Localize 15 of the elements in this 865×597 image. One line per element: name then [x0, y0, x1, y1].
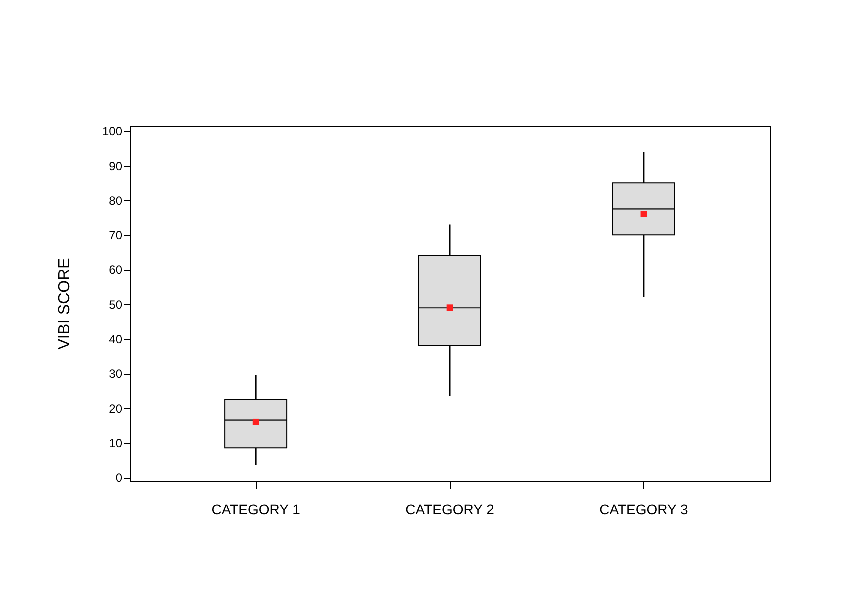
y-tick-label: 80 — [109, 194, 123, 208]
y-tick-label: 100 — [102, 124, 123, 139]
y-tick-label: 70 — [109, 228, 123, 243]
y-axis-title: VIBI SCORE — [56, 258, 74, 350]
y-tick-label: 60 — [109, 263, 123, 278]
y-tick-label: 10 — [109, 436, 123, 450]
y-tick-label: 30 — [109, 367, 123, 382]
x-tick-label: CATEGORY 3 — [600, 502, 688, 518]
y-tick-label: 40 — [109, 332, 123, 346]
x-tick-label: CATEGORY 2 — [406, 502, 495, 518]
x-tick-label: CATEGORY 1 — [212, 502, 301, 518]
y-tick-label: 50 — [109, 298, 123, 312]
y-tick-label: 20 — [109, 402, 123, 416]
y-tick-label: 90 — [109, 159, 123, 174]
y-tick-label: 0 — [116, 471, 123, 486]
